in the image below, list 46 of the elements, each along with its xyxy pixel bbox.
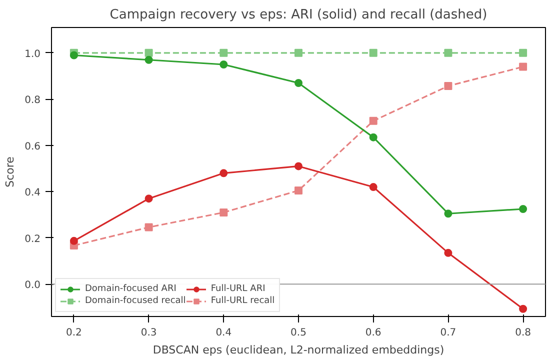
legend-label: Full-URL recall	[210, 295, 275, 307]
chart-title: Campaign recovery vs eps: ARI (solid) and recall (dashed)	[110, 8, 488, 22]
point	[519, 48, 528, 57]
point	[294, 186, 302, 194]
point	[70, 51, 78, 60]
x-axis-title: DBSCAN eps (euclidean, L2-normalized embeddings)	[152, 344, 444, 356]
y-tick-label: 0.4	[24, 188, 41, 199]
x-tick-label: 0.5	[290, 328, 306, 338]
point	[294, 48, 302, 57]
point	[70, 236, 78, 245]
x-tick-label: 0.3	[140, 328, 157, 338]
point	[444, 210, 452, 218]
x-tick-label: 0.4	[216, 328, 232, 338]
point	[519, 304, 528, 313]
point	[144, 56, 153, 64]
point	[144, 223, 153, 232]
legend-label: Domain-focused recall	[85, 295, 186, 307]
y-tick-label: 0.8	[24, 95, 41, 106]
point	[369, 48, 378, 57]
point	[369, 116, 378, 125]
point	[144, 48, 153, 57]
point	[220, 48, 228, 57]
point	[519, 62, 528, 71]
point	[220, 60, 228, 68]
point	[444, 48, 452, 57]
x-tick-label: 0.8	[515, 328, 531, 338]
point	[519, 205, 528, 213]
x-tick-label: 0.6	[365, 328, 382, 338]
point	[369, 133, 378, 142]
y-tick-label: 0.6	[24, 141, 41, 152]
x-tick-label: 0.2	[66, 328, 82, 338]
y-tick-label: 1.0	[24, 48, 41, 60]
legend-label: Domain-focused ARI	[85, 283, 176, 295]
y-tick-label: 0.0	[24, 280, 41, 292]
legend-label: Full-URL ARI	[210, 283, 266, 295]
point	[294, 162, 302, 170]
x-tick-label: 0.7	[440, 328, 456, 338]
point	[220, 208, 228, 216]
point	[144, 194, 153, 203]
point	[369, 183, 378, 192]
y-tick-label: 0.2	[24, 234, 41, 245]
point	[294, 78, 302, 87]
y-axis-title: Score	[4, 156, 17, 188]
point	[444, 248, 452, 257]
point	[220, 169, 228, 178]
point	[444, 82, 452, 90]
